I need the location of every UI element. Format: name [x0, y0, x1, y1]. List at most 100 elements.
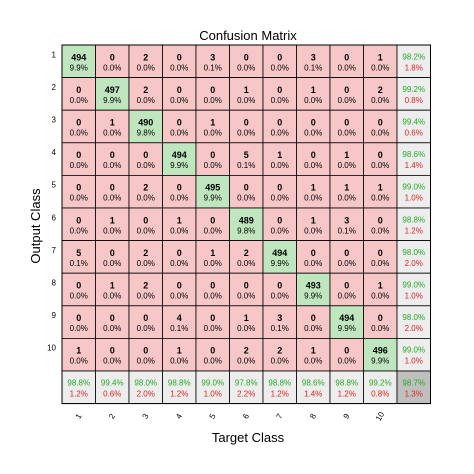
- matrix-cell-r6-c4: [162, 207, 197, 241]
- col-summary-correct-3: 98.0%: [134, 378, 157, 387]
- cell-count-r7-c8: 0: [311, 248, 316, 258]
- cell-percent-r3-c1: 0.0%: [70, 129, 88, 138]
- matrix-cell-r2-c2: [95, 77, 130, 111]
- cell-count-r8-c4: 0: [177, 281, 182, 291]
- cell-count-r10-c3: 0: [143, 346, 148, 356]
- cell-percent-r9-c2: 0.0%: [103, 324, 121, 333]
- cell-percent-r2-c4: 0.0%: [170, 96, 188, 105]
- y-tick-label-7: 7: [52, 246, 57, 255]
- cell-count-r5-c5: 495: [205, 183, 220, 193]
- cell-count-r8-c6: 0: [244, 281, 249, 291]
- row-summary-error-4: 1.4%: [405, 161, 423, 170]
- total-summary-cell: [396, 370, 431, 404]
- cell-count-r9-c2: 0: [110, 313, 115, 323]
- cell-count-r4-c3: 0: [143, 150, 148, 160]
- matrix-cell-r5-c8: [296, 174, 331, 209]
- matrix-cell-r2-c8: [296, 77, 331, 111]
- matrix-cell-r4-c6: [229, 142, 264, 176]
- cell-percent-r9-c5: 0.0%: [204, 324, 222, 333]
- matrix-cell-r5-c9: [329, 174, 364, 209]
- cell-count-r9-c7: 3: [277, 313, 282, 323]
- cell-percent-r1-c4: 0.0%: [170, 63, 188, 72]
- cell-percent-r4-c2: 0.0%: [103, 161, 121, 170]
- cell-percent-r9-c7: 0.1%: [271, 324, 289, 333]
- matrix-cell-r7-c1: [61, 240, 96, 274]
- cell-percent-r10-c6: 0.0%: [237, 357, 255, 366]
- cell-percent-r4-c6: 0.1%: [237, 161, 255, 170]
- x-tick-label-9: 9: [342, 412, 352, 421]
- cell-count-r2-c8: 1: [311, 85, 316, 95]
- cell-count-r7-c7: 494: [272, 248, 287, 258]
- y-tick-label-10: 10: [47, 344, 56, 353]
- cell-count-r8-c2: 1: [110, 281, 115, 291]
- col-summary-correct-9: 98.8%: [335, 378, 358, 387]
- row-summary-cell-3: [396, 109, 431, 144]
- cell-percent-r5-c9: 0.0%: [338, 194, 356, 203]
- cell-percent-r6-c8: 0.0%: [304, 226, 322, 235]
- cell-percent-r10-c2: 0.0%: [103, 357, 121, 366]
- cell-percent-r6-c4: 0.0%: [170, 226, 188, 235]
- row-summary-correct-9: 98.0%: [402, 313, 425, 322]
- cell-percent-r1-c9: 0.0%: [338, 63, 356, 72]
- cell-percent-r10-c8: 0.0%: [304, 357, 322, 366]
- cell-percent-r4-c9: 0.0%: [338, 161, 356, 170]
- cell-count-r4-c7: 1: [277, 150, 282, 160]
- col-summary-error-10: 0.8%: [371, 389, 389, 398]
- y-tick-label-4: 4: [52, 148, 57, 157]
- x-tick-label-5: 5: [208, 412, 218, 421]
- cell-count-r10-c1: 1: [76, 346, 81, 356]
- cell-count-r4-c1: 0: [76, 150, 81, 160]
- matrix-cell-r9-c5: [195, 305, 230, 339]
- cell-count-r2-c6: 1: [244, 85, 249, 95]
- row-summary-error-6: 1.2%: [405, 226, 423, 235]
- matrix-cell-r9-c2: [95, 305, 130, 339]
- cell-count-r8-c8: 493: [306, 281, 321, 291]
- cell-percent-r5-c4: 0.0%: [170, 194, 188, 203]
- cell-percent-r1-c8: 0.1%: [304, 63, 322, 72]
- cell-percent-r4-c7: 0.0%: [271, 161, 289, 170]
- cell-percent-r9-c6: 0.0%: [237, 324, 255, 333]
- cell-percent-r4-c8: 0.0%: [304, 161, 322, 170]
- cell-count-r2-c9: 0: [344, 85, 349, 95]
- matrix-cell-r3-c7: [262, 109, 297, 144]
- cell-count-r5-c3: 2: [143, 183, 148, 193]
- cell-count-r1-c1: 494: [71, 52, 86, 62]
- cell-percent-r8-c9: 0.0%: [338, 292, 356, 301]
- cell-count-r5-c10: 1: [378, 183, 383, 193]
- cell-percent-r7-c3: 0.0%: [137, 259, 155, 268]
- cell-count-r1-c7: 0: [277, 52, 282, 62]
- cell-percent-r8-c10: 0.0%: [371, 292, 389, 301]
- cell-percent-r2-c5: 0.0%: [204, 96, 222, 105]
- cell-count-r8-c10: 1: [378, 281, 383, 291]
- matrix-cell-r4-c1: [61, 142, 96, 176]
- matrix-cell-r8-c9: [329, 272, 364, 307]
- cell-percent-r6-c10: 0.0%: [371, 226, 389, 235]
- matrix-cell-r9-c8: [296, 305, 331, 339]
- row-summary-correct-4: 98.6%: [402, 150, 425, 159]
- x-tick-label-8: 8: [308, 412, 318, 421]
- cell-percent-r10-c3: 0.0%: [137, 357, 155, 366]
- cell-count-r1-c10: 1: [378, 52, 383, 62]
- row-summary-error-8: 1.0%: [405, 292, 423, 301]
- matrix-cell-r3-c9: [329, 109, 364, 144]
- cell-percent-r1-c2: 0.0%: [103, 63, 121, 72]
- cell-percent-r7-c5: 0.0%: [204, 259, 222, 268]
- cell-percent-r1-c3: 0.0%: [137, 63, 155, 72]
- cell-percent-r9-c8: 0.0%: [304, 324, 322, 333]
- cell-count-r8-c1: 0: [76, 281, 81, 291]
- y-tick-label-9: 9: [52, 311, 57, 320]
- cell-percent-r4-c5: 0.0%: [204, 161, 222, 170]
- cell-percent-r7-c4: 0.0%: [170, 259, 188, 268]
- matrix-cell-r9-c7: [262, 305, 297, 339]
- row-summary-correct-10: 99.0%: [402, 346, 425, 355]
- cell-percent-r10-c7: 0.0%: [271, 357, 289, 366]
- cell-count-r7-c6: 2: [244, 248, 249, 258]
- x-tick-label-1: 1: [74, 412, 84, 421]
- y-tick-label-2: 2: [52, 83, 57, 92]
- matrix-cell-r7-c10: [363, 240, 398, 274]
- cell-percent-r5-c1: 0.0%: [70, 194, 88, 203]
- matrix-border: [61, 44, 431, 405]
- matrix-cell-r7-c9: [329, 240, 364, 274]
- matrix-cell-r1-c2: [95, 44, 130, 78]
- x-tick-label-2: 2: [107, 412, 117, 421]
